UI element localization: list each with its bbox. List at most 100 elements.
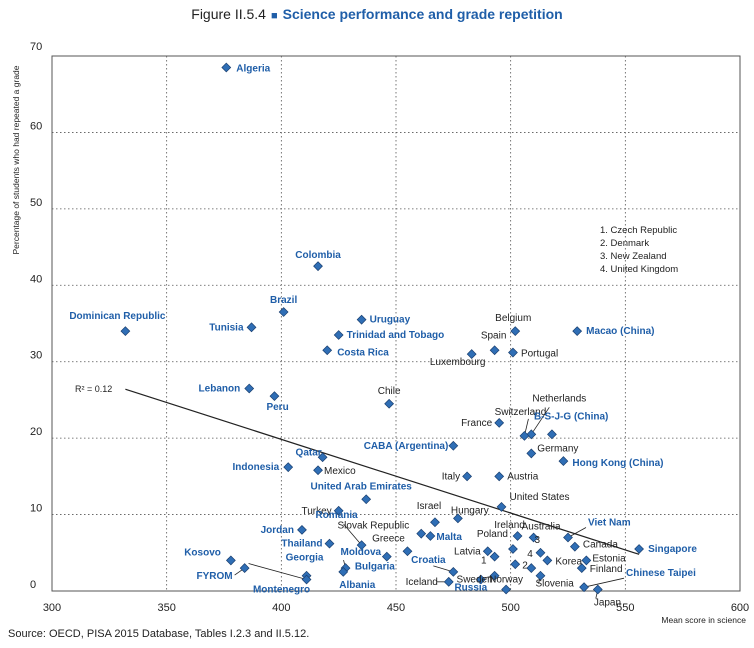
source-note: Source: OECD, PISA 2015 Database, Tables… [8, 628, 310, 640]
data-point-marker [494, 417, 505, 428]
x-tick-label: 400 [272, 602, 290, 614]
r-squared-label: R² = 0.12 [75, 384, 112, 394]
data-point-marker [489, 570, 500, 581]
point-label: Hungary [451, 505, 489, 516]
data-point-marker [381, 551, 392, 562]
x-tick-label: 450 [387, 602, 405, 614]
point-label: Colombia [295, 250, 341, 261]
leader-line [343, 523, 362, 546]
point-label: Belgium [495, 313, 531, 324]
data-point-marker [313, 465, 323, 476]
x-tick-label: 600 [731, 602, 749, 614]
point-label: Viet Nam [588, 518, 631, 529]
data-point-marker [482, 546, 493, 557]
x-tick-label: 500 [501, 602, 519, 614]
data-point-marker [634, 544, 644, 554]
data-point-marker [120, 326, 131, 337]
data-point-marker [333, 330, 344, 340]
data-point-marker [581, 555, 592, 566]
point-label: Romania [315, 510, 358, 521]
x-tick-label: 300 [43, 602, 61, 614]
point-label: Sweden [457, 575, 493, 586]
point-label: Ireland [494, 520, 525, 531]
point-label: Iceland [406, 577, 438, 588]
point-label: Germany [537, 443, 578, 454]
note-line: 2. Denmark [600, 238, 649, 249]
point-label: Lebanon [199, 383, 241, 394]
point-label: Italy [442, 471, 460, 482]
point-label: 1 [481, 556, 487, 567]
data-point-marker [535, 570, 546, 581]
point-label: Japan [594, 597, 621, 608]
point-label: Albania [339, 580, 376, 591]
data-point-marker [313, 261, 323, 272]
data-point-marker [317, 452, 328, 463]
data-point-marker [453, 513, 463, 524]
point-label: Macao (China) [586, 326, 654, 337]
leader-line [530, 407, 550, 435]
y-tick-label: 50 [30, 197, 42, 209]
data-point-marker [246, 322, 257, 333]
point-label: Trinidad and Tobago [347, 330, 445, 341]
point-label: 3 [534, 535, 540, 546]
x-tick-label: 550 [616, 602, 634, 614]
x-tick-label: 350 [157, 602, 175, 614]
data-point-marker [221, 62, 232, 73]
x-axis-label: Mean score in science [661, 615, 746, 625]
point-label: Brazil [270, 295, 297, 306]
point-label: Dominican Republic [69, 311, 166, 322]
note-line: 3. New Zealand [600, 251, 667, 262]
data-point-marker [283, 462, 294, 473]
leader-line [583, 577, 625, 588]
y-axis-label: Percentage of students who had repeated … [11, 65, 21, 254]
point-label: Kosovo [184, 547, 221, 558]
notes-box: 1. Czech Republic 2. Denmark 3. New Zealan… [600, 225, 678, 275]
data-point-marker [508, 347, 518, 358]
data-point-marker [301, 574, 312, 585]
data-point-marker [572, 326, 583, 337]
point-label: Slovenia [535, 579, 574, 590]
point-label: B-S-J-G (China) [534, 411, 608, 422]
leader-line [248, 563, 307, 580]
point-label: United Arab Emirates [311, 481, 413, 492]
point-label: CABA (Argentina) [364, 441, 449, 452]
data-point-marker [402, 546, 413, 557]
point-label: Slovak Republic [338, 521, 410, 532]
point-label: Moldova [341, 547, 382, 558]
point-label: Uruguay [370, 315, 411, 326]
axis-ticks: 300 350 400 450 500 550 600 0 10 20 30 40 50 60 70 [30, 41, 749, 614]
data-point-marker [278, 307, 289, 317]
y-tick-label: 70 [30, 41, 42, 53]
data-point-marker [475, 574, 486, 585]
data-point-marker [542, 555, 553, 566]
data-point-marker [489, 551, 500, 562]
data-point-marker [384, 398, 395, 409]
data-point-marker [466, 349, 477, 359]
y-tick-label: 60 [30, 120, 42, 132]
grid [52, 56, 740, 591]
figure-title: Figure II.5.4 ■ Science performance and gr… [0, 6, 754, 22]
point-label: Montenegro [253, 585, 310, 596]
data-point-marker [425, 531, 436, 541]
point-label: Russia [454, 583, 487, 594]
data-point-marker [496, 502, 507, 512]
point-label: Finland [590, 564, 623, 575]
point-label: Norway [489, 574, 523, 585]
data-point-marker [239, 563, 250, 573]
data-point-marker [356, 540, 367, 551]
point-label: Poland [477, 529, 508, 540]
point-labels: Algeria Colombia Brazil Dominican Republic T… [69, 63, 697, 608]
point-label: Singapore [648, 544, 697, 555]
data-point-marker [526, 563, 537, 573]
point-label: Estonia [592, 553, 626, 564]
point-label: Indonesia [233, 462, 280, 473]
point-label: 4 [527, 549, 533, 560]
data-point-marker [501, 584, 511, 595]
figure-number: Figure II.5.4 [191, 6, 266, 22]
point-label: Chile [378, 386, 401, 397]
data-point-marker [269, 391, 280, 402]
point-label: Hong Kong (China) [572, 458, 663, 469]
point-label: France [461, 418, 493, 429]
point-label: Australia [522, 522, 561, 533]
